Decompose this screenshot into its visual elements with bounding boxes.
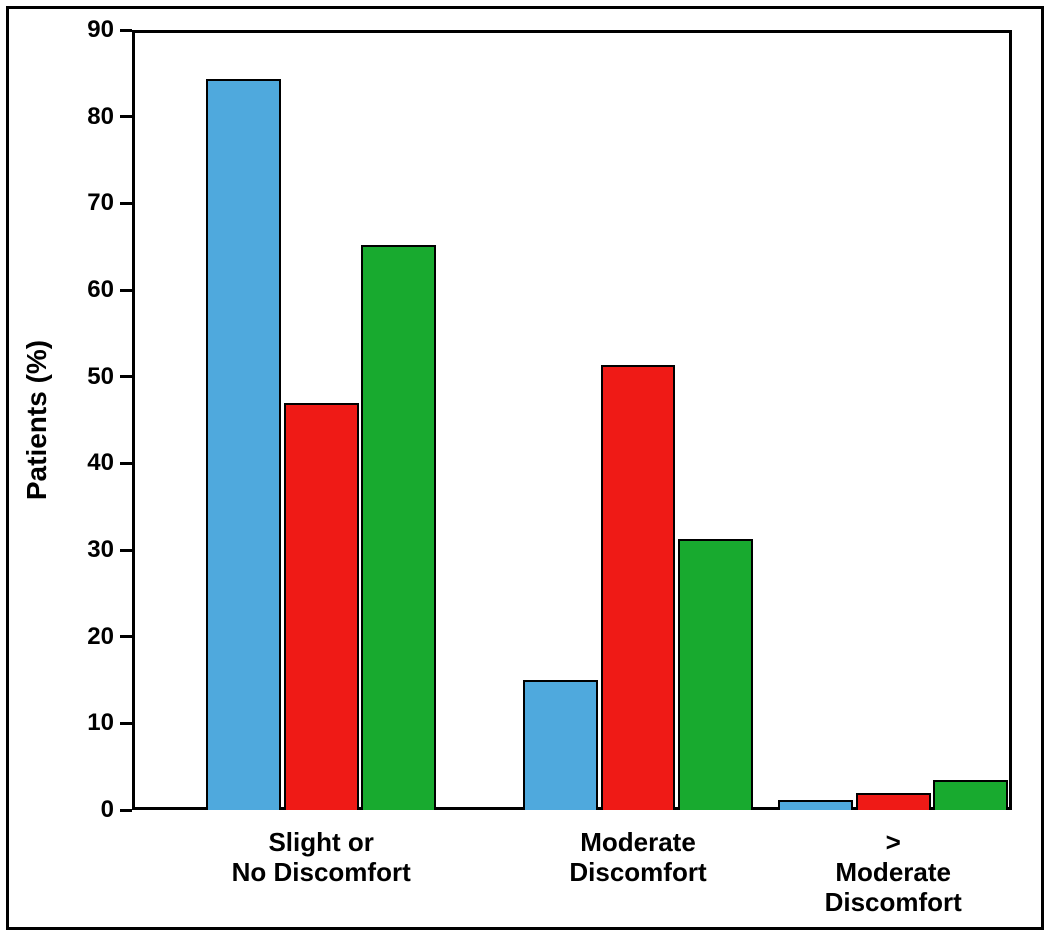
bar-slight-s2 (284, 403, 359, 810)
y-tick-label: 30 (0, 536, 114, 564)
y-tick-mark (120, 549, 132, 552)
y-tick-label: 10 (0, 709, 114, 737)
y-tick-label: 90 (0, 16, 114, 44)
y-tick-mark (120, 809, 132, 812)
bar-slight-s3 (361, 245, 436, 810)
x-category-label: Slight or No Discomfort (232, 828, 411, 888)
y-tick-label: 20 (0, 623, 114, 651)
bar-moderate-s2 (601, 365, 676, 810)
y-tick-label: 80 (0, 103, 114, 131)
y-tick-mark (120, 289, 132, 292)
bar-gtmod-s3 (933, 780, 1008, 810)
y-tick-mark (120, 462, 132, 465)
y-tick-mark (120, 29, 132, 32)
y-tick-label: 50 (0, 363, 114, 391)
y-tick-mark (120, 722, 132, 725)
bar-gtmod-s1 (778, 800, 853, 810)
y-tick-mark (120, 202, 132, 205)
y-tick-mark (120, 115, 132, 118)
x-category-label: > Moderate Discomfort (825, 828, 962, 918)
y-axis-labels: 0102030405060708090 (0, 30, 114, 810)
y-tick-mark (120, 375, 132, 378)
bar-moderate-s3 (678, 539, 753, 810)
bar-moderate-s1 (523, 680, 598, 810)
bar-slight-s1 (206, 79, 281, 810)
x-category-label: Moderate Discomfort (569, 828, 706, 888)
y-axis-title: Patients (%) (21, 340, 53, 500)
y-tick-label: 60 (0, 276, 114, 304)
y-tick-mark (120, 635, 132, 638)
y-tick-label: 70 (0, 189, 114, 217)
bars-layer (132, 30, 1012, 810)
y-tick-label: 40 (0, 449, 114, 477)
y-tick-label: 0 (0, 796, 114, 824)
bar-gtmod-s2 (856, 793, 931, 810)
